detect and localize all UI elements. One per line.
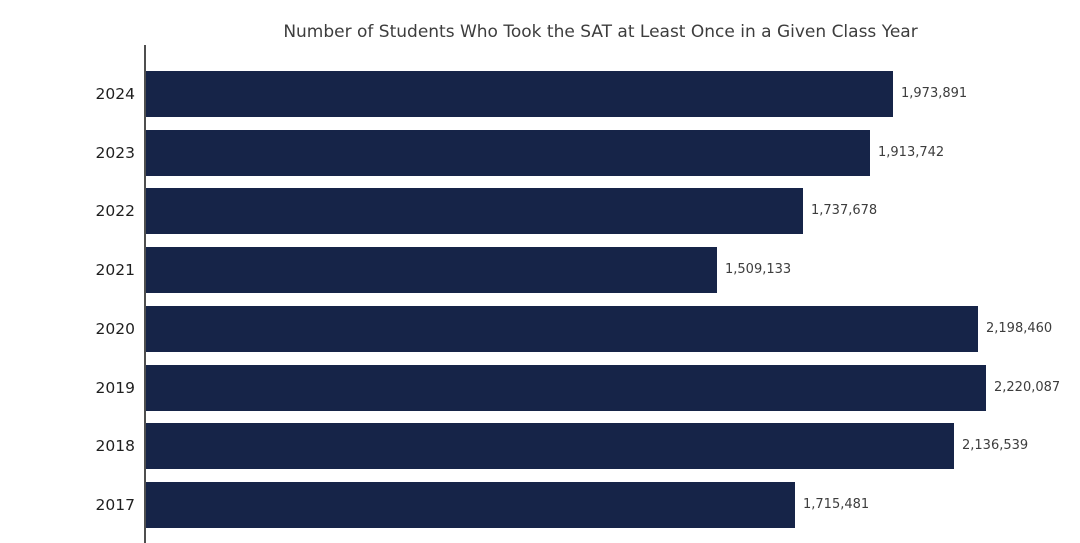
bar-value-label: 2,220,087 (994, 379, 1061, 395)
bar-value-label: 1,973,891 (901, 86, 968, 101)
bar (146, 364, 986, 411)
y-axis-tick-label: 2021 (95, 261, 135, 280)
bar (146, 481, 795, 528)
y-axis-tick-label: 2022 (95, 202, 135, 221)
bar (146, 188, 803, 235)
bar-value-label: 1,913,742 (878, 144, 945, 160)
y-axis-tick-label: 2020 (95, 319, 135, 338)
y-axis-tick-label: 2024 (95, 85, 135, 103)
chart-title: Number of Students Who Took the SAT at L… (283, 22, 918, 42)
y-axis-tick-label: 2019 (95, 378, 135, 397)
bar-value-label: 1,715,481 (803, 496, 870, 512)
bar-value-label: 2,136,539 (962, 438, 1029, 454)
y-axis-line (144, 45, 146, 543)
bar (146, 305, 978, 352)
bar (146, 423, 954, 470)
y-axis-tick-label: 2018 (95, 437, 135, 456)
bar-value-label: 1,509,133 (725, 262, 792, 278)
bar (146, 247, 717, 294)
bar (146, 129, 870, 176)
y-axis-tick-label: 2023 (95, 143, 135, 162)
y-axis-tick-label: 2017 (95, 495, 135, 514)
bar-value-label: 1,737,678 (811, 203, 878, 219)
bar-value-label: 2,198,460 (986, 320, 1053, 336)
bar (146, 71, 893, 117)
